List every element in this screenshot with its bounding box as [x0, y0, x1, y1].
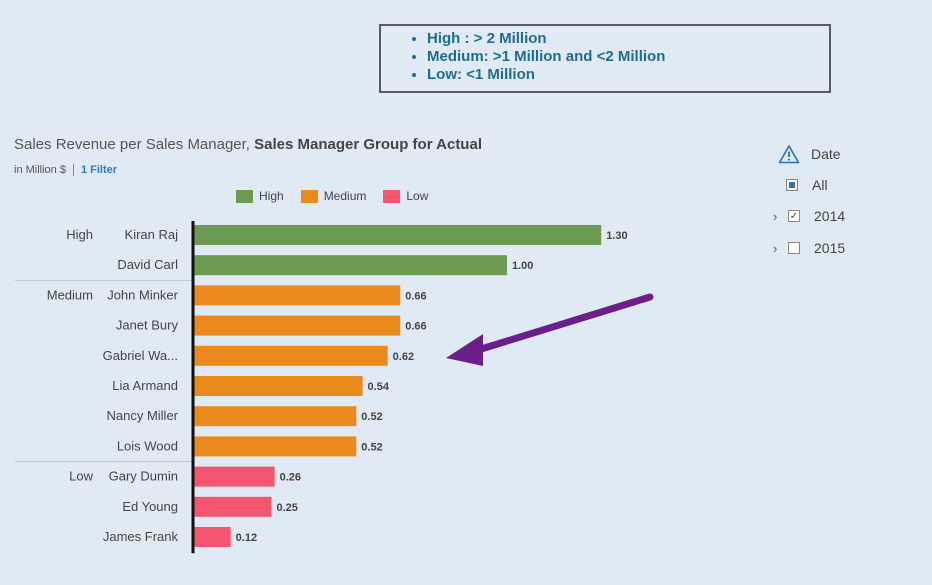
annotation-arrow: [446, 293, 654, 366]
group-label: Medium: [47, 287, 93, 302]
bar: [193, 376, 363, 396]
bar: [193, 315, 401, 336]
category-label: Lois Wood: [117, 438, 178, 453]
category-label: Ed Young: [122, 499, 178, 514]
warning-triangle-icon: [778, 145, 800, 164]
chart-title: Sales Revenue per Sales Manager, Sales M…: [14, 136, 482, 153]
filter-item-all[interactable]: All: [786, 177, 828, 193]
bar-group: High Kiran Raj 1.30 David Carl 1.00 Medium Joh…: [15, 221, 628, 554]
legend-swatch-low: [383, 189, 401, 203]
chevron-right-icon[interactable]: ›: [773, 208, 778, 224]
threshold-high: High : > 2 Million: [427, 30, 829, 48]
bar: [193, 285, 401, 306]
arrow-shaft: [474, 293, 654, 354]
legend-label-low: Low: [406, 189, 429, 203]
category-label: James Frank: [103, 529, 179, 544]
threshold-list: High : > 2 Million Medium: >1 Million an…: [381, 30, 829, 84]
group-label: High: [66, 227, 93, 242]
value-label: 1.30: [606, 230, 627, 242]
value-label: 0.52: [361, 411, 382, 423]
filter-checkbox-2014[interactable]: ✓: [788, 210, 800, 222]
legend-label-high: High: [259, 189, 284, 203]
legend-swatch-high: [236, 189, 253, 203]
chart-title-bold: Sales Manager Group for Actual: [254, 136, 482, 153]
filter-checkbox-all[interactable]: [786, 179, 798, 191]
category-label: Janet Bury: [116, 318, 179, 333]
legend-label-medium: Medium: [323, 189, 367, 203]
filter-link[interactable]: 1 Filter: [80, 164, 118, 176]
value-label: 0.25: [277, 502, 298, 514]
bar: [193, 255, 507, 276]
bar: [193, 527, 231, 547]
filter-checkbox-2015[interactable]: [788, 242, 800, 254]
category-label: John Minker: [107, 287, 178, 302]
chart-title-prefix: Sales Revenue per Sales Manager,: [14, 136, 255, 153]
bar: [193, 496, 272, 517]
filter-item-2015[interactable]: › 2015: [773, 240, 845, 256]
filter-item-2014[interactable]: › ✓ 2014: [773, 208, 845, 224]
bar: [193, 345, 388, 366]
chevron-right-icon[interactable]: ›: [773, 240, 778, 256]
bar: [193, 406, 357, 427]
value-label: 0.52: [361, 441, 382, 453]
category-label: Nancy Miller: [106, 408, 178, 423]
category-label: Gary Dumin: [109, 469, 178, 484]
filter-label-2015: 2015: [814, 240, 846, 256]
value-label: 0.12: [236, 532, 257, 544]
bar: [193, 225, 602, 245]
threshold-note-box: High : > 2 Million Medium: >1 Million an…: [379, 24, 831, 93]
chart-subtitle: in Million $ 1 Filter: [14, 164, 117, 176]
series-legend: High Medium Low: [236, 189, 445, 203]
filter-header: Date: [778, 144, 841, 164]
category-label: Lia Armand: [112, 378, 178, 393]
legend-item-low[interactable]: Low: [383, 189, 428, 203]
category-label: Gabriel Wa...: [103, 348, 178, 363]
value-label: 0.62: [393, 351, 414, 363]
category-label: David Carl: [117, 257, 178, 272]
threshold-low: Low: <1 Million: [427, 66, 829, 84]
filter-title: Date: [811, 146, 841, 162]
value-label: 0.54: [368, 381, 390, 393]
subtitle-separator: [72, 164, 74, 176]
filter-label-2014: 2014: [814, 208, 846, 224]
threshold-medium: Medium: >1 Million and <2 Million: [427, 48, 829, 66]
bar: [193, 466, 275, 487]
category-label: Kiran Raj: [125, 227, 179, 242]
arrow-head: [446, 334, 483, 366]
filter-label-all: All: [812, 177, 828, 193]
value-label: 0.66: [405, 321, 426, 333]
value-label: 0.26: [280, 472, 301, 484]
legend-item-medium[interactable]: Medium: [300, 189, 367, 203]
group-label: Low: [69, 469, 93, 484]
unit-label: in Million $: [14, 164, 66, 176]
legend-item-high[interactable]: High: [236, 189, 284, 203]
value-label: 0.66: [405, 290, 426, 302]
value-label: 1.00: [512, 260, 533, 272]
legend-swatch-medium: [300, 189, 318, 203]
bar: [193, 436, 357, 457]
